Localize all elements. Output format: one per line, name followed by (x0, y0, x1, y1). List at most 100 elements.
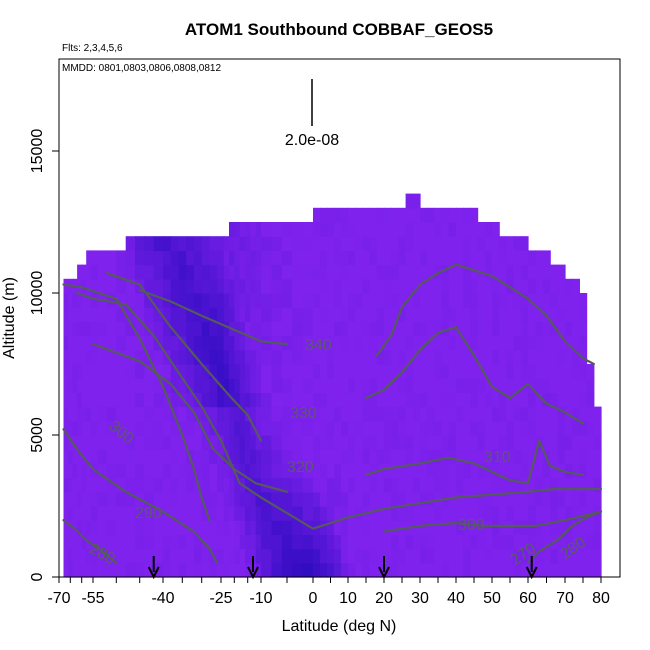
heatmap-cell (477, 278, 486, 294)
heatmap-cell (492, 562, 500, 578)
heatmap-cell (193, 534, 203, 550)
heatmap-cell (355, 477, 363, 493)
heatmap-cell (369, 506, 378, 521)
heatmap-cell (520, 321, 529, 337)
heatmap-cell (420, 378, 428, 393)
x-tick-label: -10 (249, 590, 272, 607)
heatmap-cell (153, 420, 164, 436)
heatmap-cell (506, 520, 515, 535)
heatmap-cell (484, 477, 493, 493)
heatmap-cell (565, 506, 573, 521)
heatmap-cell (484, 491, 493, 507)
heatmap-cell (420, 222, 428, 237)
heatmap-cell (261, 293, 272, 308)
heatmap-cell (586, 562, 595, 578)
heatmap-cell (398, 562, 407, 578)
heatmap-cell (86, 293, 92, 308)
heatmap-cell (470, 463, 479, 479)
heatmap-cell (223, 278, 230, 294)
heatmap-cell (234, 548, 241, 564)
heatmap-cell (327, 364, 335, 379)
heatmap-cell (313, 449, 321, 464)
heatmap-cell (302, 364, 314, 379)
heatmap-cell (72, 506, 78, 521)
heatmap-cell (302, 435, 314, 450)
heatmap-cell (186, 435, 195, 450)
heatmap-cell (153, 477, 164, 493)
heatmap-cell (186, 321, 195, 337)
heatmap-cell (506, 562, 515, 578)
heatmap-cell (470, 435, 479, 450)
heatmap-cell (193, 548, 203, 564)
x-tick-label: 20 (375, 590, 393, 607)
heatmap-cell (163, 548, 172, 564)
heatmap-cell (292, 364, 304, 379)
heatmap-cell (239, 548, 246, 564)
heatmap-cell (441, 207, 450, 223)
heatmap-cell (144, 477, 155, 493)
heatmap-cell (384, 534, 392, 550)
heatmap-cell (239, 378, 246, 393)
heatmap-cell (542, 250, 551, 266)
heatmap-cell (107, 250, 117, 266)
heatmap-cell (572, 420, 580, 436)
heatmap-cell (384, 335, 392, 351)
heatmap-cell (528, 349, 536, 365)
heatmap-cell (334, 207, 342, 223)
heatmap-cell (420, 321, 428, 337)
heatmap-cell (193, 335, 203, 351)
heatmap-cell (68, 548, 74, 564)
heatmap-cell (550, 477, 559, 493)
contour-lines (62, 263, 603, 564)
heatmap-cell (223, 378, 230, 393)
heatmap-cell (542, 534, 551, 550)
heatmap-cell (327, 449, 335, 464)
heatmap-cell (376, 378, 385, 393)
heatmap-cell (125, 321, 136, 337)
heatmap-cell (376, 491, 385, 507)
heatmap-cell (135, 520, 145, 535)
heatmap-cell (261, 463, 272, 479)
heatmap-cell (448, 349, 457, 365)
contour-label-320: 320 (287, 459, 314, 476)
heatmap-cell (528, 250, 536, 266)
heatmap-cell (448, 335, 457, 351)
heatmap-cell (341, 335, 349, 351)
heatmap-cell (77, 534, 83, 550)
heatmap-cell (327, 435, 335, 450)
heatmap-cell (334, 250, 342, 266)
heatmap-cell (217, 506, 225, 521)
heatmap-cell (261, 264, 272, 280)
heatmap-cell (229, 463, 235, 479)
heatmap-cell (245, 307, 251, 322)
heatmap-cell (97, 278, 108, 294)
heatmap-cell (239, 321, 246, 337)
heatmap-cell (217, 420, 225, 436)
heatmap-cell (186, 534, 195, 550)
heatmap-cell (448, 491, 457, 507)
heatmap-cell (550, 449, 559, 464)
heatmap-cell (384, 548, 392, 564)
heatmap-cell (320, 378, 328, 393)
contour-line-340 (138, 289, 289, 346)
heatmap-cell (427, 335, 435, 351)
heatmap-cell (292, 520, 304, 535)
heatmap-cell (144, 392, 155, 408)
heatmap-cell (217, 392, 225, 408)
heatmap-cell (427, 463, 435, 479)
heatmap-cell (217, 562, 225, 578)
heatmap-cell (209, 463, 218, 479)
heatmap-cell (405, 250, 414, 266)
heatmap-cell (499, 307, 507, 322)
heatmap-cell (90, 335, 99, 351)
heatmap-cell (369, 378, 378, 393)
heatmap-cell (448, 562, 457, 578)
heatmap-cell (463, 406, 471, 422)
heatmap-cell (170, 520, 179, 535)
heatmap-cell (334, 349, 342, 365)
heatmap-cell (250, 278, 257, 294)
heatmap-cell (281, 435, 293, 450)
heatmap-cell (320, 562, 328, 578)
heatmap-cell (250, 534, 257, 550)
heatmap-cell (499, 264, 507, 280)
